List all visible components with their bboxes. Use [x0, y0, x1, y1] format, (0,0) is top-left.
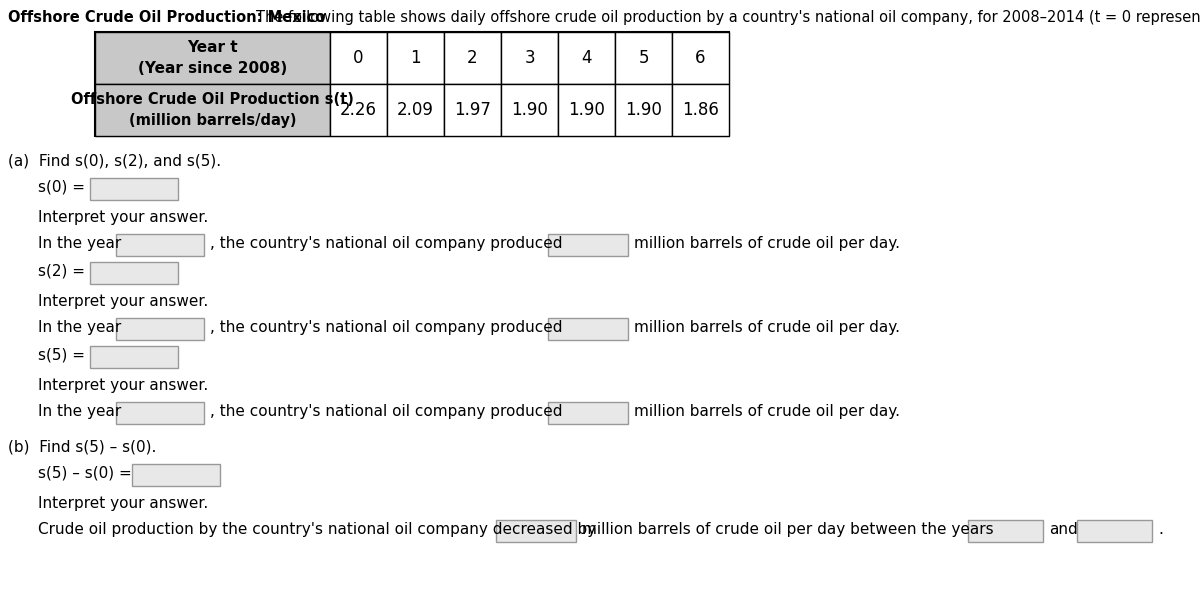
Text: 1: 1 [410, 49, 421, 67]
Text: .: . [1158, 522, 1163, 537]
Text: 5: 5 [638, 49, 649, 67]
Text: million barrels of crude oil per day.: million barrels of crude oil per day. [634, 320, 900, 335]
Text: , the country's national oil company produced: , the country's national oil company pro… [210, 320, 563, 335]
Bar [616, 32, 672, 84]
Text: Interpret your answer.: Interpret your answer. [38, 294, 209, 309]
Text: 2.26: 2.26 [340, 101, 377, 119]
Text: , the country's national oil company produced: , the country's national oil company pro… [210, 236, 563, 251]
Text: , the country's national oil company produced: , the country's national oil company pro… [210, 404, 563, 419]
Bar [558, 84, 616, 136]
Bar [502, 32, 558, 84]
Bar [548, 318, 628, 340]
Bar [496, 520, 576, 542]
Text: s(5) – s(0) =: s(5) – s(0) = [38, 466, 132, 481]
Text: million barrels of crude oil per day.: million barrels of crude oil per day. [634, 404, 900, 419]
Text: Interpret your answer.: Interpret your answer. [38, 496, 209, 511]
Text: 4: 4 [581, 49, 592, 67]
Text: s(0) =: s(0) = [38, 180, 85, 195]
Text: Offshore Crude Oil Production: Mexico: Offshore Crude Oil Production: Mexico [8, 10, 325, 25]
Bar [330, 32, 386, 84]
Text: 2.09: 2.09 [397, 101, 434, 119]
Bar [672, 32, 730, 84]
Text: Offshore Crude Oil Production s(t)
(million barrels/day): Offshore Crude Oil Production s(t) (mill… [71, 92, 354, 128]
Text: 1.90: 1.90 [511, 101, 548, 119]
Text: Year t
(Year since 2008): Year t (Year since 2008) [138, 40, 287, 76]
Bar [90, 178, 178, 200]
Bar [444, 84, 502, 136]
Bar [548, 402, 628, 424]
Text: In the year: In the year [38, 404, 121, 419]
Bar [95, 84, 330, 136]
Bar [502, 84, 558, 136]
Bar [116, 234, 204, 256]
Text: In the year: In the year [38, 320, 121, 335]
Text: 1.90: 1.90 [625, 101, 662, 119]
Bar [1078, 520, 1152, 542]
Text: The following table shows daily offshore crude oil production by a country's nat: The following table shows daily offshore… [256, 10, 1200, 25]
Bar [616, 84, 672, 136]
Text: s(5) =: s(5) = [38, 348, 85, 363]
Bar [116, 402, 204, 424]
Bar [90, 346, 178, 368]
Bar [95, 32, 330, 84]
Bar [672, 84, 730, 136]
Text: Interpret your answer.: Interpret your answer. [38, 378, 209, 393]
Text: and: and [1049, 522, 1078, 537]
Text: (b)  Find s(5) – s(0).: (b) Find s(5) – s(0). [8, 440, 156, 455]
Bar [968, 520, 1043, 542]
Text: 1.97: 1.97 [454, 101, 491, 119]
Text: 1.86: 1.86 [682, 101, 719, 119]
Text: (a)  Find s(0), s(2), and s(5).: (a) Find s(0), s(2), and s(5). [8, 154, 221, 169]
Bar [548, 234, 628, 256]
Bar [386, 32, 444, 84]
Text: 2: 2 [467, 49, 478, 67]
Text: million barrels of crude oil per day between the years: million barrels of crude oil per day bet… [582, 522, 994, 537]
Text: 0: 0 [353, 49, 364, 67]
Text: Crude oil production by the country's national oil company decreased by: Crude oil production by the country's na… [38, 522, 596, 537]
Bar [132, 464, 220, 486]
Text: million barrels of crude oil per day.: million barrels of crude oil per day. [634, 236, 900, 251]
Bar [444, 32, 502, 84]
Text: 6: 6 [695, 49, 706, 67]
Text: s(2) =: s(2) = [38, 264, 85, 279]
Bar [90, 262, 178, 284]
Bar [330, 84, 386, 136]
Text: 1.90: 1.90 [568, 101, 605, 119]
Bar [116, 318, 204, 340]
Bar [95, 32, 730, 136]
Bar [386, 84, 444, 136]
Text: Interpret your answer.: Interpret your answer. [38, 210, 209, 225]
Text: In the year: In the year [38, 236, 121, 251]
Text: 3: 3 [524, 49, 535, 67]
Bar [558, 32, 616, 84]
